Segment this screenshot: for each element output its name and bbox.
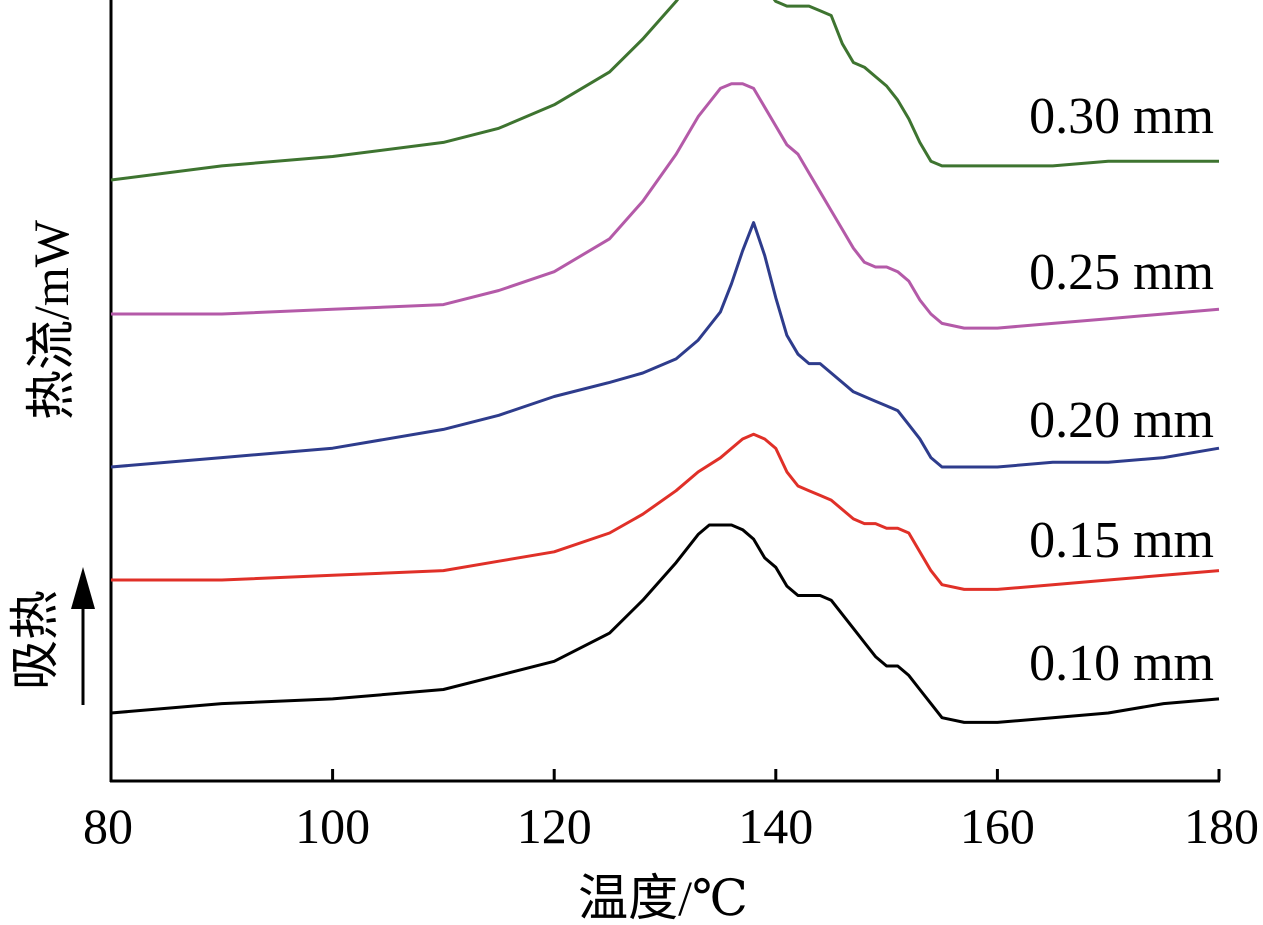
x-tick-label: 120 xyxy=(517,798,592,854)
endotherm-arrow xyxy=(71,567,95,705)
x-axis-title: 温度/℃ xyxy=(578,870,748,925)
endotherm-arrow-head xyxy=(71,567,95,609)
series-label: 0.30 mm xyxy=(1029,88,1214,145)
x-tick-label: 180 xyxy=(1184,798,1259,854)
series-line xyxy=(110,221,1220,469)
axes xyxy=(109,0,1220,783)
x-tick-label: 140 xyxy=(738,798,813,854)
series-label: 0.15 mm xyxy=(1029,512,1214,569)
endotherm-label: 吸热 xyxy=(7,590,63,690)
series-labels: 0.10 mm 0.15 mm 0.20 mm 0.25 mm 0.30 mm xyxy=(1029,88,1214,692)
series-label: 0.25 mm xyxy=(1029,244,1214,301)
series-lines xyxy=(110,0,1220,724)
x-tick-label: 100 xyxy=(295,798,370,854)
series-label: 0.20 mm xyxy=(1029,392,1214,449)
series-line xyxy=(111,82,1220,330)
series-label: 0.10 mm xyxy=(1029,635,1214,692)
series-line xyxy=(110,523,1220,724)
series-line xyxy=(111,432,1220,591)
series-line xyxy=(110,0,1219,182)
y-axis-title: 热流/mW xyxy=(23,219,79,420)
x-ticks: 80 100 120 140 160 180 xyxy=(83,769,1259,854)
x-tick-label: 80 xyxy=(83,798,133,854)
x-tick-label: 160 xyxy=(960,798,1035,854)
